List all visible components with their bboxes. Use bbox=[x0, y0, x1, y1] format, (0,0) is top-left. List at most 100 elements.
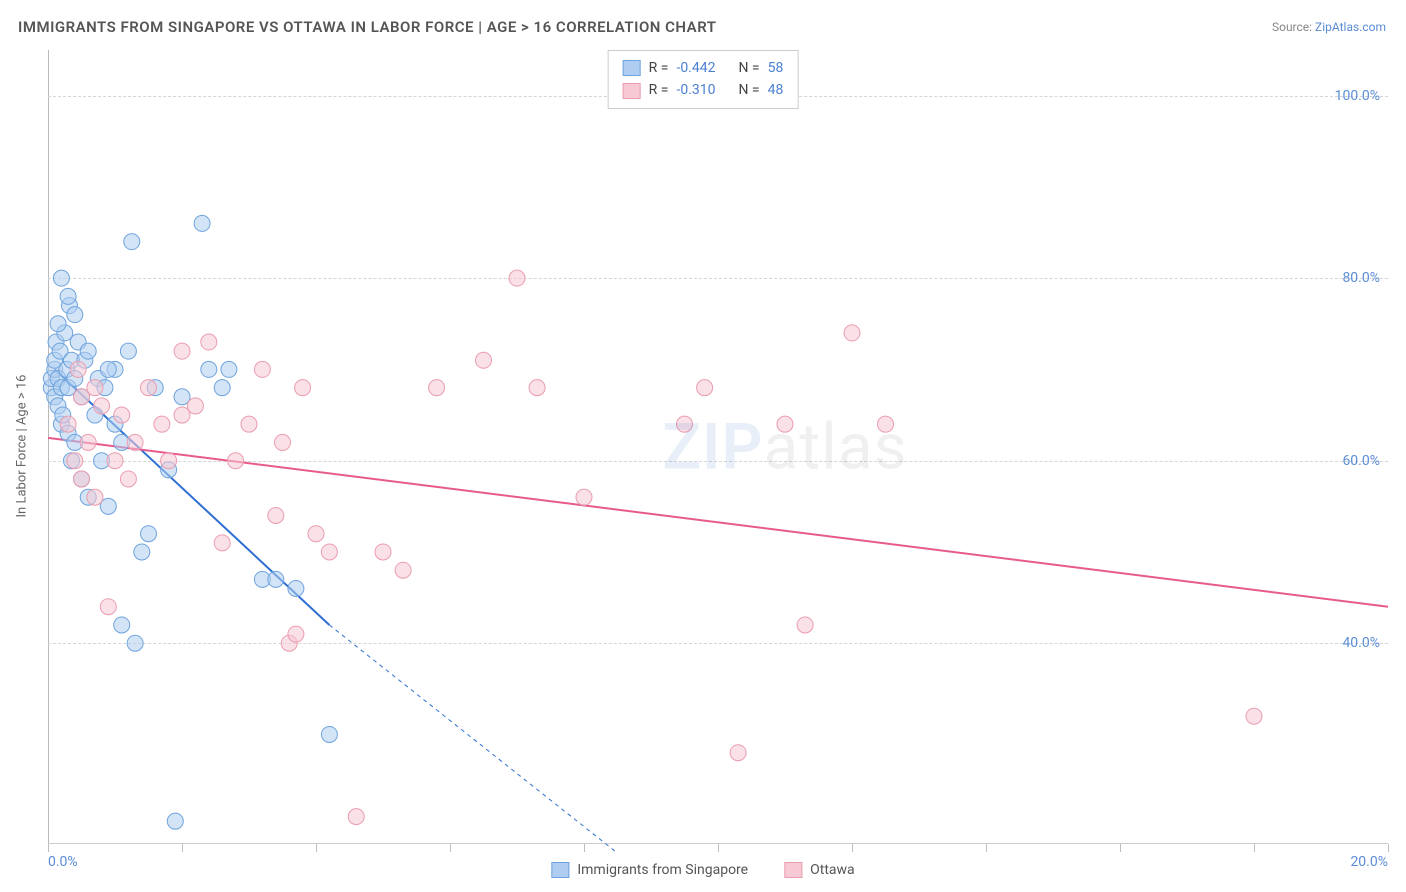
x-tick bbox=[718, 844, 719, 852]
data-point bbox=[221, 361, 237, 377]
data-point bbox=[80, 343, 96, 359]
data-point bbox=[201, 361, 217, 377]
data-point bbox=[201, 334, 217, 350]
x-tick bbox=[48, 844, 49, 852]
scatter-points-layer bbox=[48, 50, 1388, 844]
data-point bbox=[308, 526, 324, 542]
data-point bbox=[60, 288, 76, 304]
data-point bbox=[268, 571, 284, 587]
stats-row-series2: R = -0.310 N = 48 bbox=[623, 79, 784, 101]
x-tick bbox=[182, 844, 183, 852]
r-label: R = bbox=[649, 57, 669, 79]
data-point bbox=[114, 617, 130, 633]
data-point bbox=[53, 270, 69, 286]
n-label: N = bbox=[738, 57, 759, 79]
data-point bbox=[228, 453, 244, 469]
legend-label-series2: Ottawa bbox=[810, 862, 855, 878]
x-tick bbox=[316, 844, 317, 852]
data-point bbox=[120, 471, 136, 487]
data-point bbox=[797, 617, 813, 633]
data-point bbox=[74, 389, 90, 405]
legend-swatch-series2 bbox=[784, 862, 802, 878]
data-point bbox=[60, 416, 76, 432]
data-point bbox=[576, 489, 592, 505]
data-point bbox=[529, 380, 545, 396]
data-point bbox=[288, 626, 304, 642]
data-point bbox=[288, 580, 304, 596]
data-point bbox=[124, 234, 140, 250]
x-tick bbox=[584, 844, 585, 852]
data-point bbox=[74, 471, 90, 487]
data-point bbox=[677, 416, 693, 432]
x-axis-max-label: 20.0% bbox=[1350, 854, 1388, 870]
chart-title: IMMIGRANTS FROM SINGAPORE VS OTTAWA IN L… bbox=[18, 18, 716, 36]
data-point bbox=[295, 380, 311, 396]
stats-legend-box: R = -0.442 N = 58 R = -0.310 N = 48 bbox=[608, 50, 799, 109]
legend-item-series1: Immigrants from Singapore bbox=[551, 862, 748, 878]
x-tick bbox=[450, 844, 451, 852]
n-value-series1: 58 bbox=[768, 57, 784, 79]
data-point bbox=[127, 434, 143, 450]
data-point bbox=[80, 434, 96, 450]
legend-swatch-series1 bbox=[551, 862, 569, 878]
data-point bbox=[275, 434, 291, 450]
data-point bbox=[114, 407, 130, 423]
data-point bbox=[321, 544, 337, 560]
legend-item-series2: Ottawa bbox=[784, 862, 855, 878]
data-point bbox=[844, 325, 860, 341]
series-legend: Immigrants from Singapore Ottawa bbox=[551, 862, 854, 878]
data-point bbox=[167, 813, 183, 829]
data-point bbox=[100, 498, 116, 514]
data-point bbox=[154, 416, 170, 432]
data-point bbox=[730, 745, 746, 761]
data-point bbox=[141, 526, 157, 542]
x-tick bbox=[1120, 844, 1121, 852]
data-point bbox=[120, 343, 136, 359]
x-axis-min-label: 0.0% bbox=[48, 854, 78, 870]
chart-plot-area: 40.0%60.0%80.0%100.0% ZIPatlas bbox=[48, 50, 1388, 844]
x-tick bbox=[1254, 844, 1255, 852]
data-point bbox=[194, 215, 210, 231]
data-point bbox=[476, 352, 492, 368]
data-point bbox=[67, 453, 83, 469]
data-point bbox=[174, 389, 190, 405]
source-link[interactable]: ZipAtlas.com bbox=[1315, 20, 1386, 34]
data-point bbox=[134, 544, 150, 560]
data-point bbox=[321, 726, 337, 742]
data-point bbox=[395, 562, 411, 578]
data-point bbox=[141, 380, 157, 396]
data-point bbox=[107, 453, 123, 469]
swatch-series1 bbox=[623, 60, 641, 76]
data-point bbox=[70, 361, 86, 377]
data-point bbox=[1246, 708, 1262, 724]
data-point bbox=[777, 416, 793, 432]
data-point bbox=[87, 380, 103, 396]
data-point bbox=[697, 380, 713, 396]
data-point bbox=[254, 361, 270, 377]
x-tick bbox=[986, 844, 987, 852]
data-point bbox=[67, 307, 83, 323]
data-point bbox=[878, 416, 894, 432]
data-point bbox=[174, 407, 190, 423]
data-point bbox=[241, 416, 257, 432]
n-value-series2: 48 bbox=[768, 79, 784, 101]
y-axis-title: In Labor Force | Age > 16 bbox=[15, 375, 30, 518]
stats-row-series1: R = -0.442 N = 58 bbox=[623, 57, 784, 79]
source-label: Source: bbox=[1272, 20, 1312, 34]
x-tick bbox=[1388, 844, 1389, 852]
data-point bbox=[268, 507, 284, 523]
x-tick bbox=[852, 844, 853, 852]
data-point bbox=[161, 453, 177, 469]
data-point bbox=[375, 544, 391, 560]
data-point bbox=[187, 398, 203, 414]
data-point bbox=[94, 398, 110, 414]
r-value-series2: -0.310 bbox=[676, 79, 715, 101]
data-point bbox=[509, 270, 525, 286]
data-point bbox=[174, 343, 190, 359]
data-point bbox=[100, 361, 116, 377]
data-point bbox=[348, 809, 364, 825]
data-point bbox=[214, 535, 230, 551]
data-point bbox=[127, 635, 143, 651]
data-point bbox=[214, 380, 230, 396]
data-point bbox=[100, 599, 116, 615]
